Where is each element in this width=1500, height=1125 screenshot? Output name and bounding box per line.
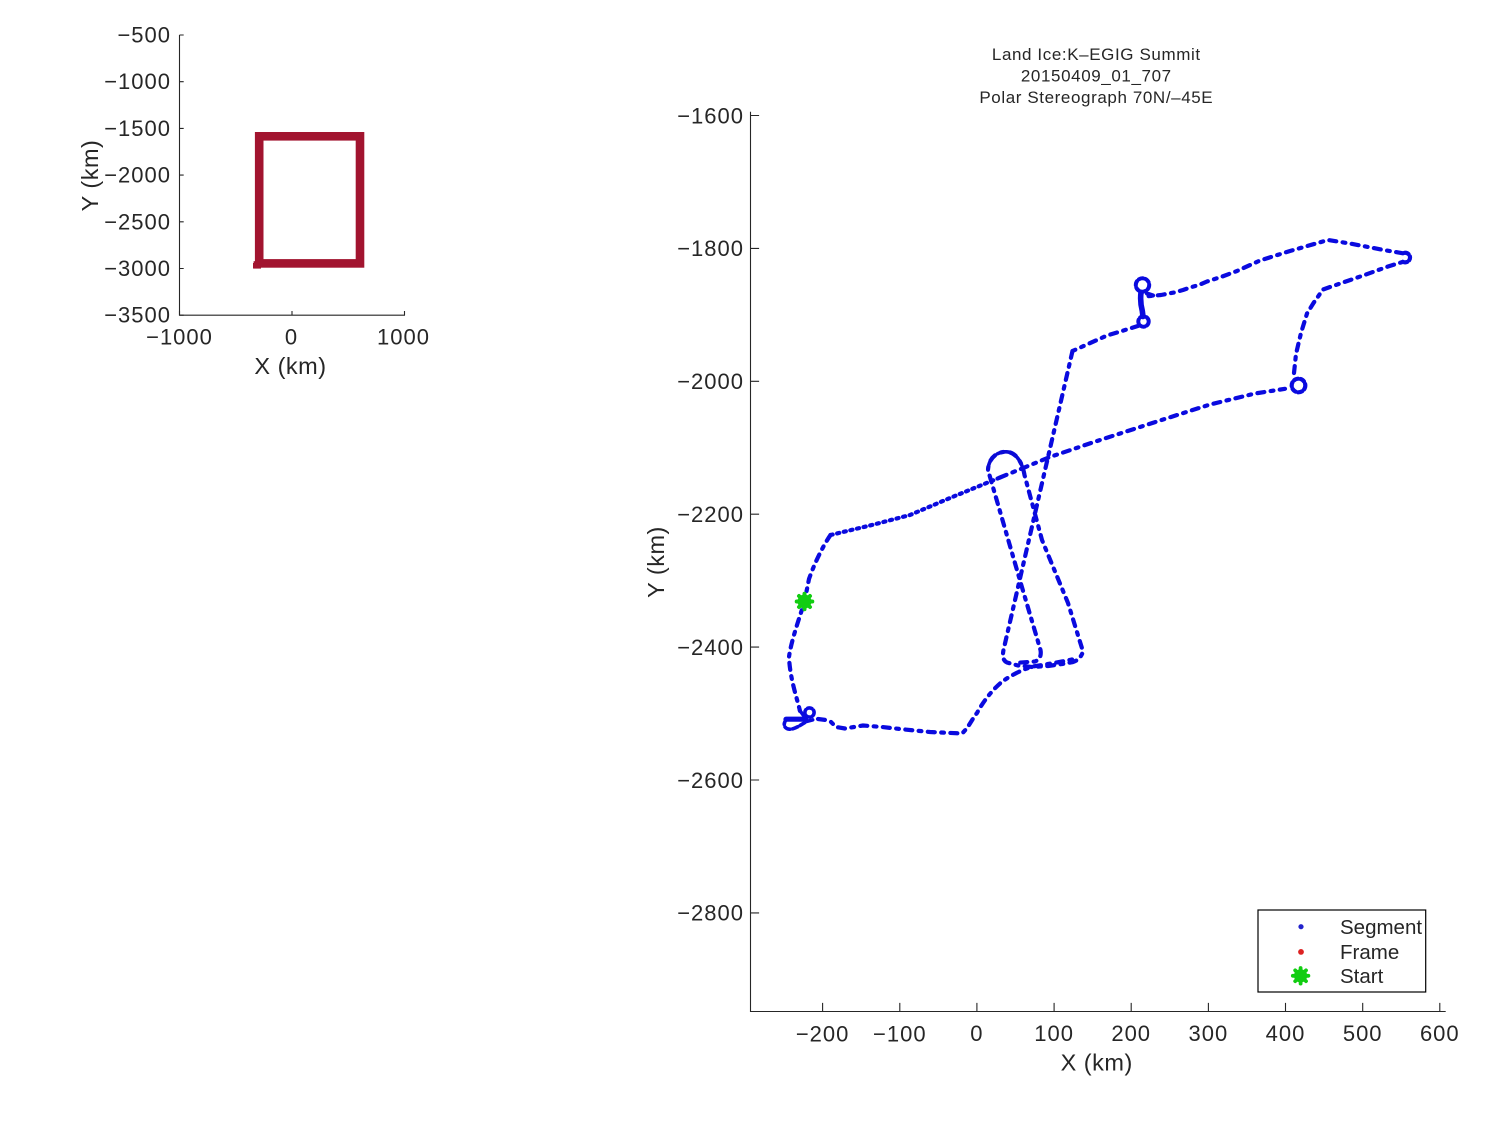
svg-text:Segment: Segment [1340,916,1422,939]
svg-text:Start: Start [1340,965,1384,988]
svg-text:−2000: −2000 [104,163,171,188]
svg-text:−100: −100 [873,1022,927,1047]
svg-text:Y (km): Y (km) [643,526,669,598]
svg-text:−2800: −2800 [677,901,744,926]
svg-text:20150409_01_707: 20150409_01_707 [1021,67,1172,86]
svg-text:1000: 1000 [377,325,430,350]
svg-text:Polar Stereograph 70N/–45E: Polar Stereograph 70N/–45E [979,88,1213,107]
svg-text:−2000: −2000 [677,369,744,394]
svg-text:500: 500 [1343,1021,1383,1046]
svg-text:−3000: −3000 [104,256,171,281]
svg-text:−1500: −1500 [104,116,171,141]
svg-text:600: 600 [1420,1021,1460,1046]
svg-text:Frame: Frame [1340,941,1399,964]
svg-text:200: 200 [1111,1021,1151,1046]
svg-text:−2200: −2200 [677,502,744,527]
svg-text:300: 300 [1189,1021,1229,1046]
svg-text:Land Ice:K–EGIG Summit: Land Ice:K–EGIG Summit [992,45,1201,64]
svg-text:−1000: −1000 [146,325,213,350]
svg-text:100: 100 [1034,1021,1074,1046]
svg-text:−500: −500 [117,23,171,48]
svg-text:−1000: −1000 [104,69,171,94]
svg-text:Y (km): Y (km) [77,140,103,212]
svg-text:−3500: −3500 [104,303,171,328]
svg-text:−1800: −1800 [677,236,744,261]
svg-text:−2500: −2500 [104,209,171,234]
svg-text:−2400: −2400 [677,635,744,660]
svg-text:0: 0 [285,325,298,350]
svg-text:−200: −200 [796,1022,850,1047]
svg-text:0: 0 [970,1021,983,1046]
svg-text:X (km): X (km) [1061,1050,1133,1076]
svg-text:−1600: −1600 [677,103,744,128]
svg-text:X (km): X (km) [254,353,326,379]
svg-text:400: 400 [1266,1021,1306,1046]
svg-text:−2600: −2600 [677,768,744,793]
